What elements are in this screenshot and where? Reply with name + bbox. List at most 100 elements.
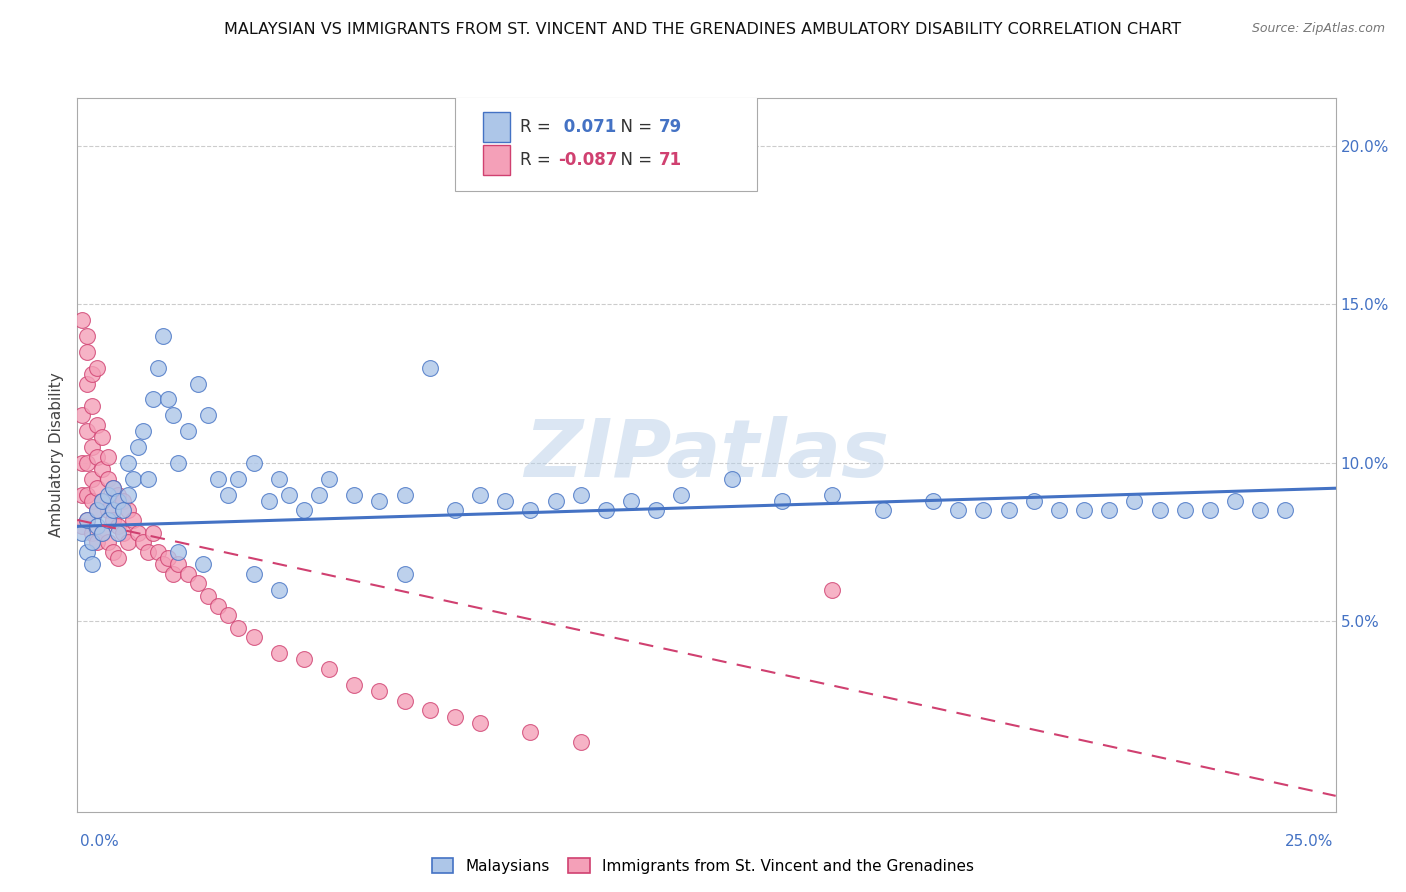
Point [86, 360, 108, 375]
Point [277, 487, 299, 501]
Point [645, 503, 668, 517]
Point [142, 525, 165, 540]
Point [242, 456, 264, 470]
Point [117, 456, 139, 470]
Point [444, 709, 467, 723]
Point [187, 576, 209, 591]
FancyBboxPatch shape [456, 95, 756, 191]
Point [197, 589, 219, 603]
Point [972, 503, 994, 517]
Text: N =: N = [610, 152, 657, 169]
Point [1047, 503, 1070, 517]
Point [86, 535, 108, 549]
Point [242, 630, 264, 644]
Point [117, 503, 139, 517]
Point [569, 735, 592, 749]
Point [267, 472, 290, 486]
Point [101, 481, 124, 495]
Point [292, 503, 315, 517]
Point [519, 725, 541, 739]
Point [86, 481, 108, 495]
Point [82, 535, 104, 549]
Point [76, 513, 98, 527]
Point [419, 360, 441, 375]
Text: -0.087: -0.087 [558, 152, 617, 169]
Point [308, 487, 330, 501]
Point [96, 503, 118, 517]
Point [127, 525, 149, 540]
Point [76, 376, 98, 391]
Point [394, 566, 416, 581]
Text: R =: R = [520, 118, 557, 136]
Point [228, 621, 250, 635]
Point [91, 462, 114, 476]
Point [821, 582, 844, 597]
Point [318, 472, 340, 486]
Text: R =: R = [520, 152, 557, 169]
Point [132, 535, 155, 549]
Point [82, 399, 104, 413]
Point [997, 503, 1019, 517]
Point [922, 494, 945, 508]
Point [569, 487, 592, 501]
Point [72, 519, 94, 533]
Text: 71: 71 [658, 152, 682, 169]
Point [257, 494, 280, 508]
Point [595, 503, 617, 517]
Point [343, 487, 366, 501]
Point [142, 392, 165, 407]
Point [107, 519, 129, 533]
Text: 0.071: 0.071 [558, 118, 616, 136]
Point [86, 519, 108, 533]
Point [96, 535, 118, 549]
Point [152, 329, 174, 343]
Point [82, 558, 104, 572]
Point [127, 440, 149, 454]
Point [770, 494, 793, 508]
Point [162, 409, 184, 423]
Point [1174, 503, 1197, 517]
Point [72, 409, 94, 423]
Point [91, 430, 114, 444]
Point [1073, 503, 1095, 517]
Point [167, 544, 190, 558]
Point [519, 503, 541, 517]
Point [146, 544, 169, 558]
Point [217, 487, 239, 501]
Point [96, 472, 118, 486]
Point [146, 360, 169, 375]
Point [1223, 494, 1246, 508]
Point [720, 472, 742, 486]
Point [86, 503, 108, 517]
Point [468, 715, 491, 730]
Y-axis label: Ambulatory Disability: Ambulatory Disability [49, 373, 65, 537]
Point [76, 456, 98, 470]
Point [152, 558, 174, 572]
Point [419, 703, 441, 717]
Point [1199, 503, 1222, 517]
Point [82, 367, 104, 381]
Point [101, 503, 124, 517]
Point [117, 487, 139, 501]
Point [111, 494, 134, 508]
Point [107, 487, 129, 501]
Point [96, 513, 118, 527]
Point [156, 392, 179, 407]
Text: N =: N = [610, 118, 657, 136]
Point [96, 450, 118, 464]
Point [72, 456, 94, 470]
Point [107, 525, 129, 540]
Point [191, 558, 215, 572]
Point [76, 513, 98, 527]
Point [1022, 494, 1045, 508]
Point [86, 417, 108, 432]
Point [468, 487, 491, 501]
Point [368, 684, 391, 698]
Point [76, 487, 98, 501]
Point [394, 487, 416, 501]
Point [444, 503, 467, 517]
Point [187, 376, 209, 391]
Point [167, 456, 190, 470]
Point [132, 424, 155, 438]
Point [394, 694, 416, 708]
